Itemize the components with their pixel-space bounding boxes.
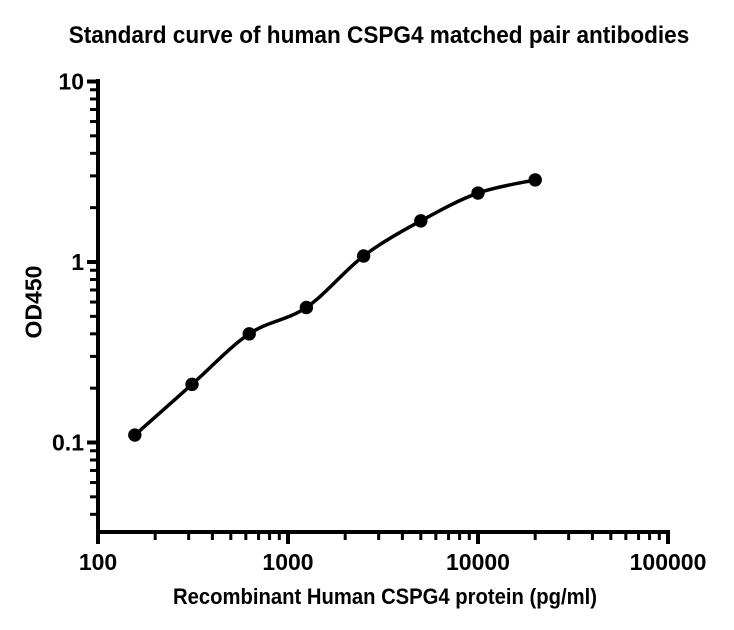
x-tick-label: 100 xyxy=(79,549,117,575)
data-point-marker xyxy=(356,249,371,263)
y-axis-title: OD450 xyxy=(20,265,47,339)
data-point-marker xyxy=(471,186,485,200)
x-tick-label: 10000 xyxy=(446,549,510,575)
y-tick-label: 0.1 xyxy=(52,430,84,456)
data-point-marker xyxy=(128,428,142,442)
data-point-marker xyxy=(242,327,256,341)
data-point-marker xyxy=(299,300,314,315)
x-axis-title: Recombinant Human CSPG4 protein (pg/ml) xyxy=(173,584,597,609)
data-point-marker xyxy=(528,173,542,187)
y-tick-label: 10 xyxy=(58,69,84,95)
chart-title: Standard curve of human CSPG4 matched pa… xyxy=(68,22,690,49)
y-tick-label: 1 xyxy=(71,249,84,275)
fit-curve-line xyxy=(133,178,537,437)
data-point-marker xyxy=(414,214,428,228)
x-tick-label: 100000 xyxy=(630,549,707,575)
x-tick-label: 1000 xyxy=(262,549,313,575)
data-point-marker xyxy=(185,377,199,392)
